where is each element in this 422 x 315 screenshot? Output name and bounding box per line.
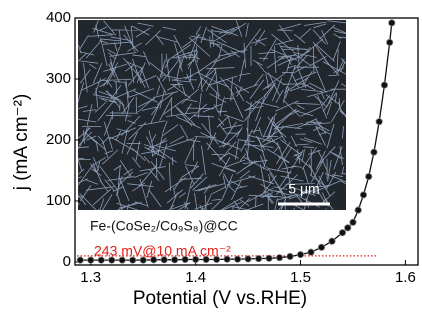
data-point <box>129 257 135 263</box>
data-point <box>350 219 356 225</box>
data-point <box>366 173 372 179</box>
data-point <box>318 244 324 250</box>
data-point <box>182 256 188 262</box>
chart: 5 μm Potential (V vs.RHE) j (mA cm⁻²) Fe… <box>0 0 422 310</box>
data-point <box>376 118 382 124</box>
data-point <box>308 249 314 255</box>
data-point <box>109 257 115 263</box>
data-point <box>245 256 251 262</box>
data-point <box>329 238 335 244</box>
x-tick-label: 1.6 <box>395 269 416 286</box>
data-point <box>389 20 395 26</box>
data-point <box>234 256 240 262</box>
y-tick-label: 0 <box>63 253 71 270</box>
data-point <box>381 82 387 88</box>
data-point <box>355 207 361 213</box>
x-axis-label: Potential (V vs.RHE) <box>133 288 307 309</box>
data-point <box>266 255 272 261</box>
data-point <box>171 257 177 263</box>
annotation: Fe-(CoSe₂/Co₉S₈)@CC <box>90 218 238 234</box>
y-tick-label: 100 <box>46 192 71 209</box>
x-tick-label: 1.5 <box>290 269 311 286</box>
sem-inset: 5 μm <box>58 20 365 234</box>
data-point <box>77 257 83 263</box>
data-point <box>297 251 303 257</box>
data-point <box>339 229 345 235</box>
data-point <box>98 257 104 263</box>
data-point <box>88 257 94 263</box>
scale-bar-label: 5 μm <box>288 181 319 197</box>
data-point <box>140 257 146 263</box>
data-point <box>371 149 377 155</box>
data-point <box>345 225 351 231</box>
data-point <box>360 192 366 198</box>
data-point <box>386 39 392 45</box>
x-tick-label: 1.4 <box>185 269 206 286</box>
data-point <box>255 255 261 261</box>
data-point <box>213 256 219 262</box>
y-tick-label: 200 <box>46 131 71 148</box>
data-point <box>161 257 167 263</box>
y-tick-label: 300 <box>46 70 71 87</box>
data-point <box>203 256 209 262</box>
data-point <box>224 256 230 262</box>
data-point <box>192 256 198 262</box>
y-axis-label: j (mA cm⁻²) <box>11 94 32 192</box>
data-point <box>150 257 156 263</box>
data-point <box>119 257 125 263</box>
y-tick-label: 400 <box>46 9 71 26</box>
x-tick-label: 1.3 <box>80 269 101 286</box>
data-point <box>276 254 282 260</box>
data-point <box>287 253 293 259</box>
